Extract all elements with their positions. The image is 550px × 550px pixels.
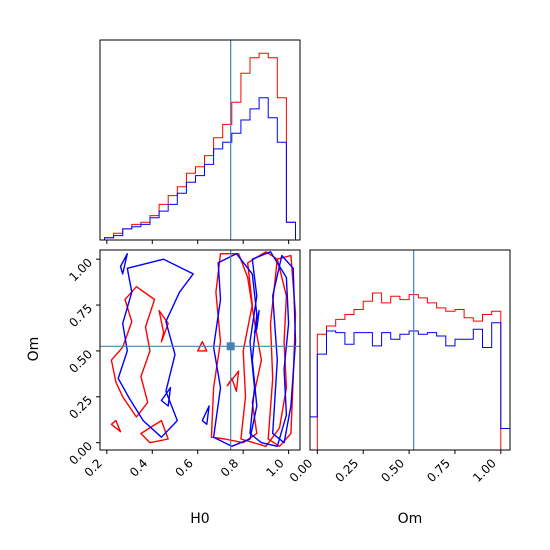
h0-histogram-panel xyxy=(99,39,301,244)
contour-blue-7 xyxy=(253,309,260,334)
contour-truth-marker xyxy=(226,342,235,351)
om-histogram-frame xyxy=(309,249,511,451)
contour-x-tick-label-0: 0.2 xyxy=(82,456,105,479)
h0-om-contour-panel: 0.2 0.4 0.6 0.8 1.00.000.250.500.751.00 xyxy=(66,249,301,480)
contour-red-1 xyxy=(140,419,169,444)
h0-hist-blue-series xyxy=(104,97,296,240)
contour-blue-6 xyxy=(272,254,297,444)
x-axis-label-h0: H0 xyxy=(190,511,209,527)
contour-blue-1 xyxy=(119,252,129,275)
om-hist-blue-series xyxy=(310,322,510,450)
contour-x-tick-label-2: 0.6 xyxy=(172,456,195,479)
contour-x-tick-label-3: 0.8 xyxy=(218,456,241,479)
om-hist-x-tick-label-1: 0.25 xyxy=(333,456,362,485)
contour-y-tick-label-3: 0.75 xyxy=(66,301,95,330)
contour-red-2 xyxy=(110,419,122,433)
om-hist-x-tick-label-0: 0.00 xyxy=(287,456,316,485)
contour-blue-5 xyxy=(249,251,290,447)
om-hist-x-tick-label-2: 0.50 xyxy=(378,456,407,485)
contour-blue-3 xyxy=(201,405,210,425)
x-axis-label-om: Om xyxy=(398,511,423,527)
contour-x-tick-label-4: 1.0 xyxy=(263,456,286,479)
om-histogram-panel: 0.00 0.25 0.50 0.75 1.00 xyxy=(287,249,511,485)
om-hist-red-series xyxy=(310,292,510,450)
contour-blue-4 xyxy=(212,252,258,447)
contour-blue-0 xyxy=(117,258,194,438)
contour-y-tick-label-1: 0.25 xyxy=(66,393,95,422)
om-hist-x-tick-label-3: 0.75 xyxy=(424,456,453,485)
h0-histogram-frame xyxy=(99,39,301,241)
contour-y-tick-label-2: 0.50 xyxy=(66,347,95,376)
h0-hist-red-series xyxy=(104,52,296,240)
contour-red-5 xyxy=(226,370,240,392)
contour-red-0 xyxy=(110,286,156,418)
contour-frame xyxy=(99,249,301,451)
y-axis-label-om: Om xyxy=(26,337,42,362)
om-hist-x-tick-label-4: 1.00 xyxy=(470,456,499,485)
contour-blue-2 xyxy=(160,386,172,407)
contour-red-3 xyxy=(158,309,169,343)
contour-y-tick-label-4: 1.00 xyxy=(66,255,95,284)
contour-x-tick-label-1: 0.4 xyxy=(127,456,150,479)
